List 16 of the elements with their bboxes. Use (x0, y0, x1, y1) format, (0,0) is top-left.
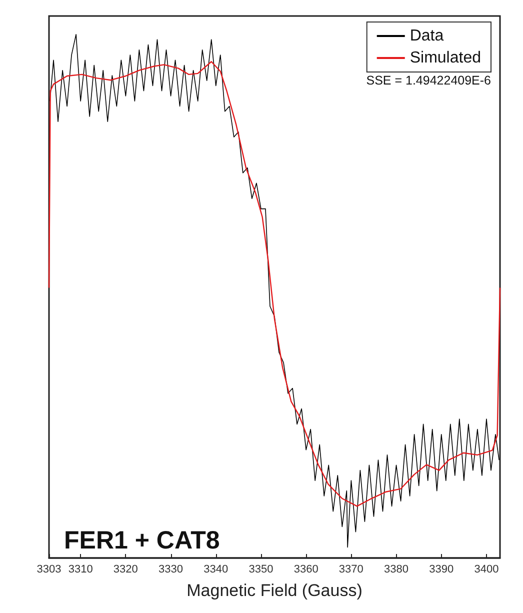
x-tick-label: 3400 (474, 564, 499, 576)
x-tick-label: 3350 (248, 564, 274, 576)
x-tick-label: 3390 (429, 564, 454, 576)
x-tick-label: 3340 (204, 564, 228, 576)
x-tick-label: 3330 (158, 564, 184, 576)
legend-label: Simulated (410, 50, 482, 66)
x-tick-label: 3370 (338, 564, 364, 576)
legend-label: Data (410, 28, 444, 44)
annotation: SSE = 1.49422409E-6 (366, 74, 492, 88)
annotation: FER1 + CAT8 (64, 526, 220, 554)
x-tick-label: 3320 (113, 564, 138, 576)
x-tick-label: 3303 (36, 564, 62, 576)
x-tick-label: 3360 (294, 564, 318, 576)
x-tick-label: 3380 (384, 564, 409, 576)
x-tick-label: 3310 (68, 564, 93, 576)
x-axis-title: Magnetic Field (Gauss) (186, 581, 362, 600)
